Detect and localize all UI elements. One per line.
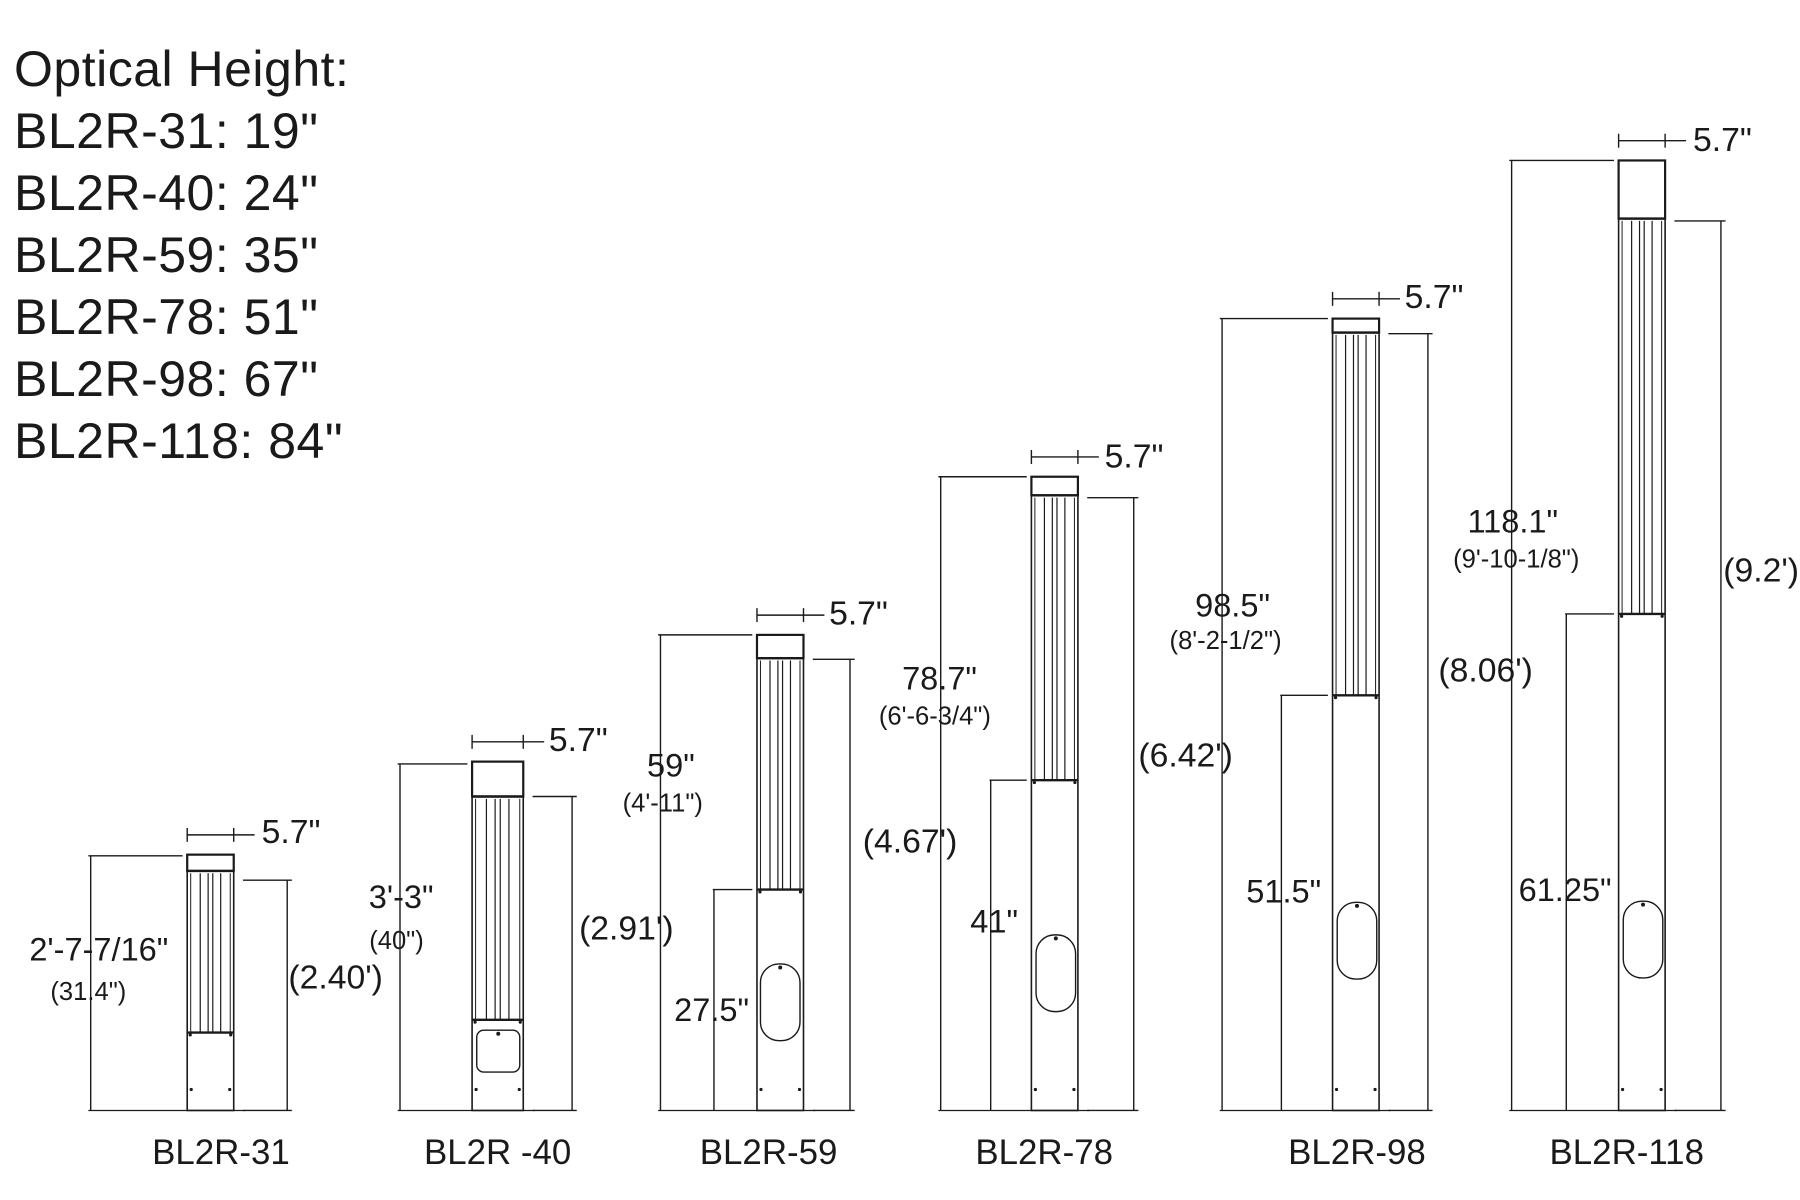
width-label: 5.7": [1105, 437, 1164, 475]
rivet: [473, 1020, 477, 1024]
bollard-cap: [1617, 159, 1667, 220]
door-screw: [778, 965, 783, 970]
overall-height-sub-label: (31.4"): [50, 978, 126, 1006]
rivet: [189, 1087, 193, 1092]
overall-height-sub-label: (8'-2-1/2"): [1170, 627, 1282, 655]
overall-height-label: 118.1": [1467, 504, 1558, 540]
overall-height-label: 59": [647, 748, 695, 784]
bollard-cap: [1030, 475, 1080, 497]
bollard-pole: [1331, 317, 1380, 1112]
access-door: [1622, 900, 1664, 979]
overall-height-sub-label: (6'-6-3/4"): [879, 702, 991, 730]
bollard-group: 5.7" 2'-7-7/16" (31.4") (2.40') BL2R-31: [29, 813, 383, 1172]
rivet: [1620, 614, 1624, 618]
rivet: [474, 1087, 478, 1092]
width-label: 5.7": [829, 594, 888, 632]
bollard-group: 5.7" 98.5" (8'-2-1/2") (8.06') 51.5" BL2R-98: [1170, 278, 1533, 1172]
door-screw: [1641, 902, 1646, 907]
access-door: [1336, 901, 1378, 980]
rivet: [759, 1087, 763, 1092]
rivet: [1374, 696, 1378, 700]
optical-height-item: BL2R-31: 19": [14, 103, 319, 159]
rivet: [228, 1087, 232, 1092]
base-height-label: 41": [970, 904, 1018, 940]
rivet: [518, 1020, 522, 1024]
bollard-cap: [186, 853, 235, 873]
bollard-cap: [1331, 317, 1381, 334]
optical-height-item: BL2R-78: 51": [14, 289, 319, 345]
overall-height-label: 98.5": [1195, 587, 1270, 623]
overall-height-sub-label: (40"): [369, 927, 424, 955]
base-height-label: 51.5": [1246, 873, 1321, 909]
rivet: [758, 890, 762, 894]
model-name-label: BL2R-118: [1550, 1133, 1704, 1172]
overall-height-label: 2'-7-7/16": [29, 931, 168, 967]
bollard-pole: [756, 634, 805, 1112]
bollard-group: 5.7" 118.1" (9'-10-1/8") (9.2') 61.25" BL2R-1…: [1453, 121, 1799, 1172]
bollard-pole: [186, 853, 235, 1112]
access-door: [476, 1029, 521, 1073]
bollard-group: 5.7" 78.7" (6'-6-3/4") (6.42') 41" BL2R-78: [879, 437, 1233, 1172]
model-name-label: BL2R -40: [424, 1133, 571, 1172]
rivet: [1073, 780, 1077, 785]
rivet: [797, 1087, 802, 1092]
bollard-cap: [755, 633, 805, 660]
rivet: [1333, 696, 1338, 700]
bollard-group: 5.7" 59" (4'-11") (4.67') 27.5" BL2R-59: [623, 594, 958, 1172]
width-label: 5.7": [1693, 121, 1752, 159]
rivet: [229, 1033, 233, 1037]
model-name-label: BL2R-78: [975, 1133, 1113, 1172]
rivet: [1373, 1087, 1377, 1092]
optical-height-list: Optical Height: BL2R-31: 19" BL2R-40: 24…: [14, 38, 349, 472]
rivet: [1660, 614, 1664, 618]
optical-height-item: BL2R-59: 35": [14, 227, 319, 283]
door-screw: [1354, 903, 1359, 908]
base-height-label: 27.5": [674, 992, 749, 1028]
optical-height-item: BL2R-40: 24": [14, 165, 319, 221]
optic-height-label: (9.2'): [1723, 551, 1799, 589]
door-screw: [496, 1031, 501, 1036]
bollard-pole: [1030, 475, 1079, 1112]
rivet: [1621, 1087, 1625, 1092]
overall-height-sub-label: (9'-10-1/8"): [1453, 545, 1579, 573]
optical-height-item: BL2R-98: 67": [14, 351, 319, 407]
optic-height-label: (8.06'): [1438, 651, 1533, 689]
model-name-label: BL2R-59: [700, 1133, 838, 1172]
rivet: [517, 1087, 521, 1092]
rivet: [798, 890, 803, 894]
overall-height-label: 78.7": [902, 661, 977, 697]
bollard-group: 5.7" 3'-3" (40") (2.91') BL2R -40: [369, 721, 674, 1172]
optical-height-item: BL2R-118: 84": [14, 413, 344, 469]
optic-height-label: (2.40'): [288, 958, 383, 996]
rivet: [188, 1033, 192, 1037]
access-door: [1035, 934, 1077, 1013]
width-label: 5.7": [1405, 278, 1464, 316]
door-screw: [1053, 936, 1058, 941]
rivet: [1033, 1087, 1037, 1092]
overall-height-label: 3'-3": [369, 879, 434, 915]
optic-height-label: (6.42'): [1138, 736, 1233, 774]
optical-height-title: Optical Height:: [14, 41, 350, 97]
access-door: [759, 963, 801, 1042]
rivet: [1072, 1087, 1076, 1092]
width-label: 5.7": [262, 813, 321, 851]
overall-height-sub-label: (4'-11"): [623, 790, 703, 818]
model-name-label: BL2R-31: [152, 1133, 290, 1172]
bollard-cap: [470, 760, 525, 798]
base-height-label: 61.25": [1519, 872, 1612, 908]
rivet: [1032, 780, 1036, 785]
model-name-label: BL2R-98: [1288, 1133, 1426, 1172]
optic-height-label: (2.91'): [579, 910, 674, 948]
width-label: 5.7": [549, 721, 608, 759]
rivet: [1659, 1087, 1663, 1092]
rivet: [1334, 1087, 1339, 1092]
bollard-pole: [471, 760, 525, 1112]
optic-height-label: (4.67'): [863, 822, 958, 860]
